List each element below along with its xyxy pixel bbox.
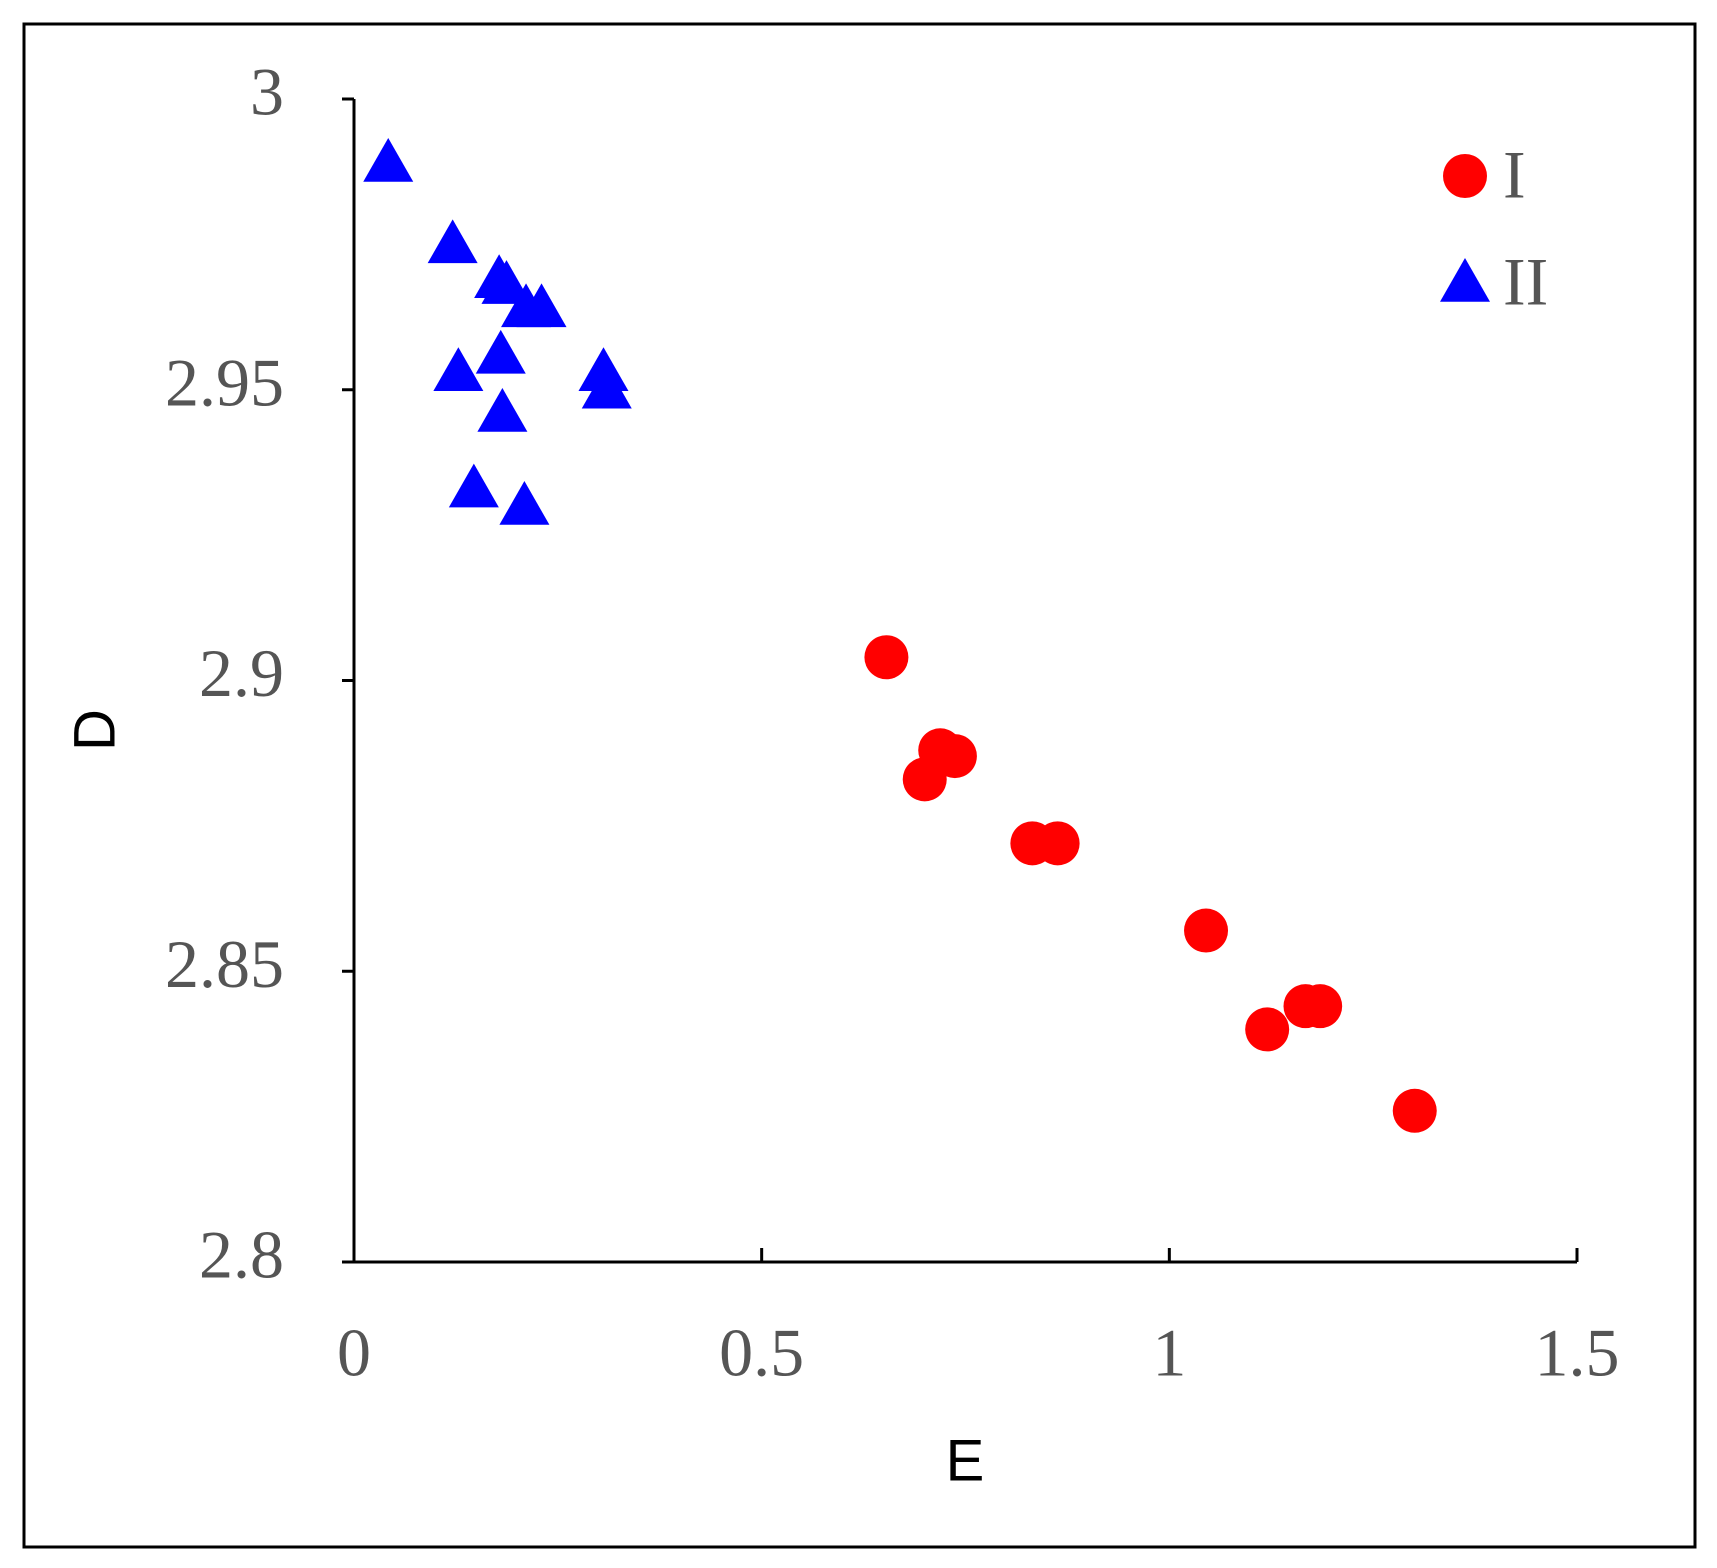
y-axis-title: D (62, 709, 127, 751)
x-axis-title: E (946, 1428, 985, 1493)
data-point (1245, 1007, 1290, 1052)
legend-marker (1443, 154, 1487, 198)
data-point (363, 137, 414, 182)
y-tick-label: 2.9 (199, 635, 284, 711)
data-point (578, 347, 629, 392)
data-point (1392, 1088, 1437, 1133)
data-point (448, 463, 499, 508)
data-point (1035, 821, 1080, 866)
data-point (932, 734, 977, 779)
data-point (481, 260, 532, 304)
data-point (1298, 984, 1343, 1029)
y-tick-label: 3 (250, 54, 284, 130)
data-point (864, 635, 909, 680)
legend-label: II (1503, 244, 1548, 320)
x-tick-label: 0 (337, 1315, 371, 1391)
frame (22, 22, 1697, 1549)
data-point (581, 364, 632, 409)
x-tick-label: 1.5 (1535, 1315, 1620, 1391)
x-tick-label: 0.5 (719, 1315, 804, 1391)
y-tick-label: 2.85 (165, 926, 284, 1002)
data-point (499, 481, 550, 525)
data-point (1184, 908, 1229, 953)
data-point (427, 219, 478, 264)
data-point (433, 347, 484, 392)
y-tick-label: 2.95 (165, 344, 284, 420)
data-point (516, 283, 567, 328)
data-point (477, 388, 528, 432)
legend-marker (1440, 258, 1490, 302)
data-point (475, 329, 526, 374)
legend-label: I (1503, 137, 1526, 213)
x-tick-label: 1 (1152, 1315, 1186, 1391)
y-tick-label: 2.8 (199, 1217, 284, 1293)
